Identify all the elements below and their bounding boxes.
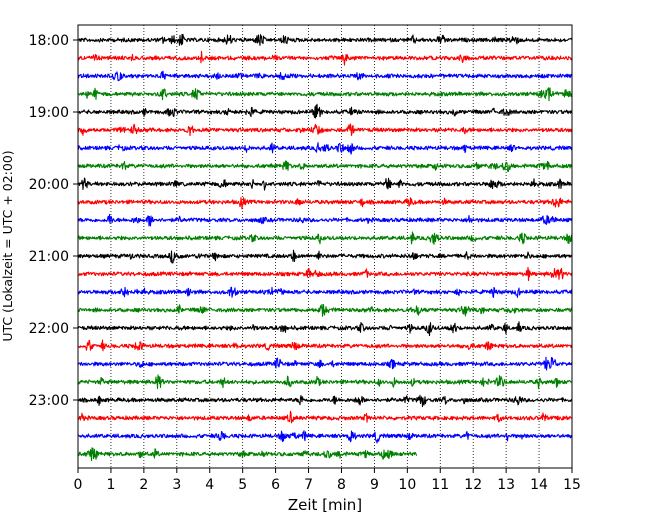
trace-2100 bbox=[77, 249, 573, 264]
trace-1815 bbox=[77, 50, 573, 66]
x-tick-label: 14 bbox=[530, 477, 548, 493]
trace-1845 bbox=[77, 87, 573, 102]
trace-1800 bbox=[77, 33, 573, 46]
seismic-traces bbox=[77, 33, 573, 462]
plot-frame bbox=[77, 24, 573, 469]
x-tick-label: 6 bbox=[271, 477, 280, 493]
trace-2215 bbox=[77, 339, 573, 352]
y-tick-label: 22:00 bbox=[29, 321, 69, 337]
trace-2115 bbox=[77, 266, 573, 282]
trace-2030 bbox=[77, 213, 573, 227]
x-tick-label: 9 bbox=[370, 477, 379, 493]
y-axis-ticks: 18:00 19:00 20:00 21:00 22:00 23:00 bbox=[29, 33, 78, 409]
x-axis-label: Zeit [min] bbox=[288, 496, 362, 514]
trace-2015 bbox=[77, 197, 573, 210]
y-tick-label: 23:00 bbox=[29, 393, 69, 409]
trace-2345 bbox=[77, 447, 418, 462]
x-tick-label: 10 bbox=[398, 477, 416, 493]
x-tick-label: 7 bbox=[304, 477, 313, 493]
trace-2045 bbox=[77, 231, 573, 245]
trace-2315 bbox=[77, 410, 573, 424]
trace-2330 bbox=[77, 430, 573, 444]
x-tick-label: 1 bbox=[106, 477, 115, 493]
x-tick-label: 13 bbox=[497, 477, 515, 493]
trace-1915 bbox=[77, 123, 573, 137]
y-tick-label: 19:00 bbox=[29, 105, 69, 121]
trace-2300 bbox=[77, 394, 573, 408]
trace-1930 bbox=[77, 142, 573, 155]
x-tick-label: 0 bbox=[74, 477, 83, 493]
y-tick-label: 18:00 bbox=[29, 33, 69, 49]
trace-1830 bbox=[77, 70, 573, 82]
x-tick-label: 11 bbox=[431, 477, 449, 493]
x-tick-label: 12 bbox=[464, 477, 482, 493]
x-axis-ticks: 0 1 2 3 4 5 6 7 8 9 10 11 12 13 14 15 bbox=[74, 468, 581, 493]
x-tick-label: 5 bbox=[238, 477, 247, 493]
x-tick-label: 15 bbox=[563, 477, 581, 493]
y-tick-label: 20:00 bbox=[29, 177, 69, 193]
x-tick-label: 4 bbox=[205, 477, 214, 493]
x-tick-label: 3 bbox=[172, 477, 181, 493]
y-tick-label: 21:00 bbox=[29, 249, 69, 265]
trace-2230 bbox=[77, 356, 573, 371]
trace-1900 bbox=[77, 103, 573, 119]
trace-2145 bbox=[77, 303, 573, 317]
trace-2245 bbox=[77, 374, 573, 390]
trace-2000 bbox=[77, 177, 573, 191]
x-tick-label: 8 bbox=[337, 477, 346, 493]
trace-1945 bbox=[77, 160, 573, 173]
x-tick-label: 2 bbox=[139, 477, 148, 493]
y-axis-label: UTC (Lokalzeit = UTC + 02:00) bbox=[0, 150, 15, 341]
trace-2130 bbox=[77, 286, 573, 298]
trace-2200 bbox=[77, 321, 573, 337]
vertical-grid bbox=[110, 25, 540, 468]
